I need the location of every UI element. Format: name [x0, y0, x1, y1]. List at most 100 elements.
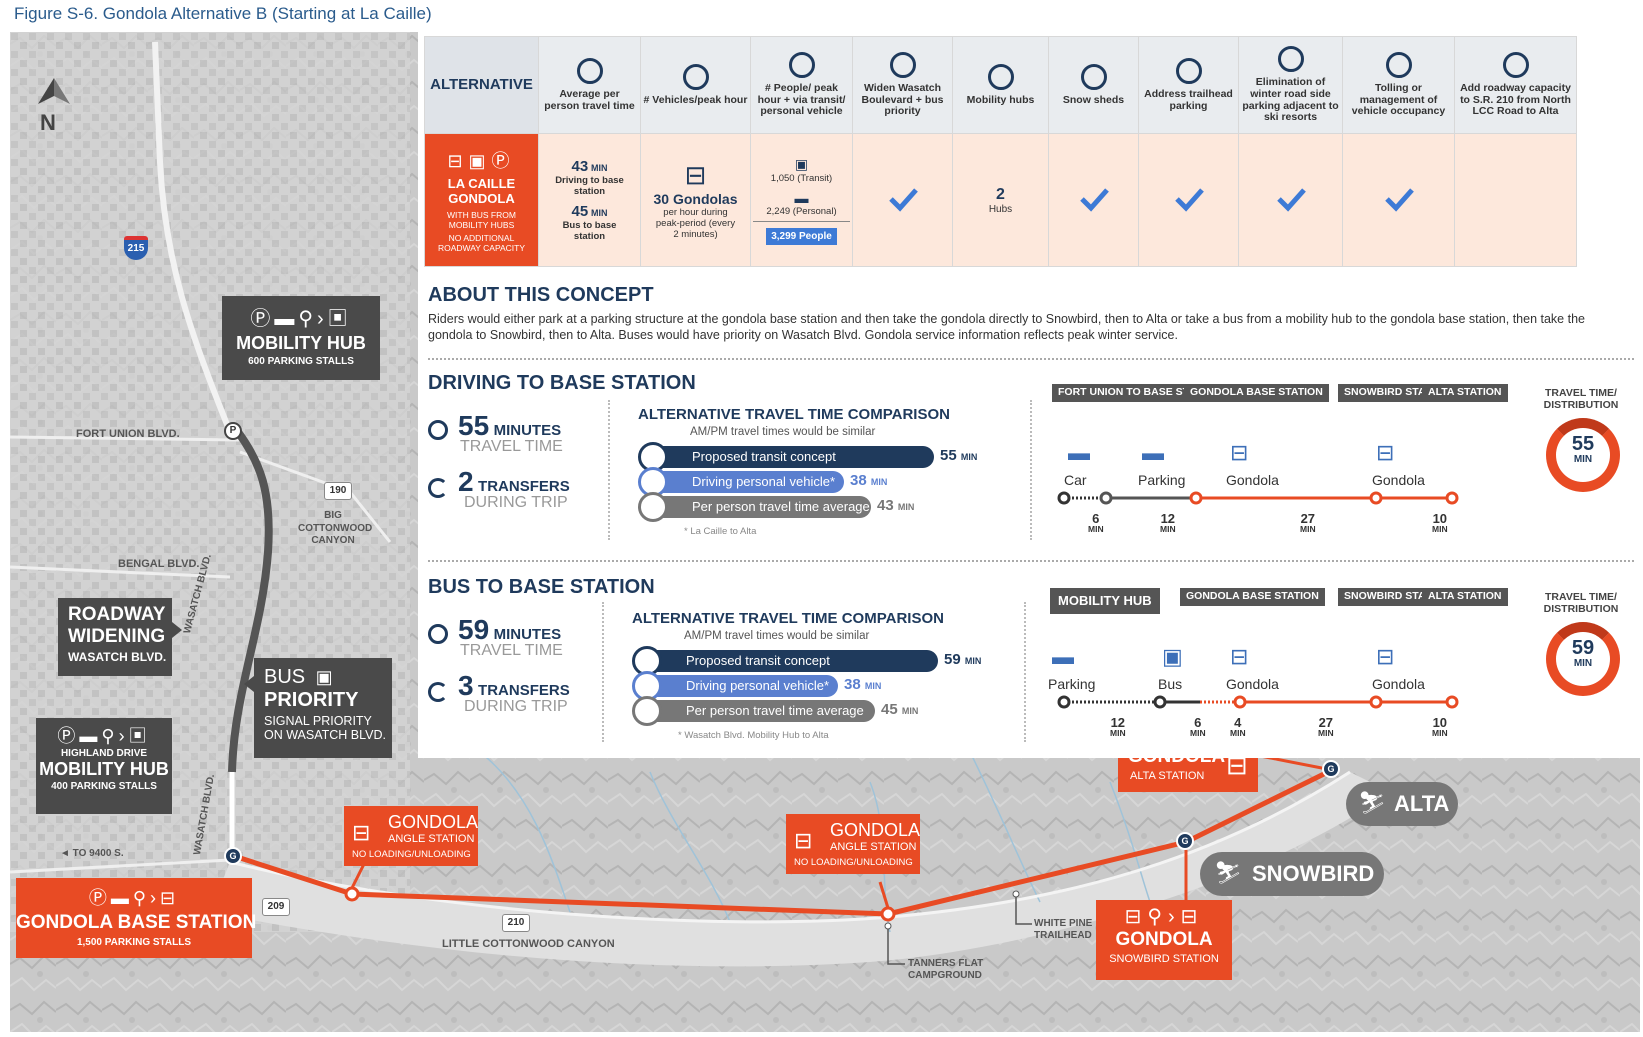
bus-heading: BUS TO BASE STATION	[428, 576, 655, 598]
parking-marker: P	[224, 422, 242, 440]
bus-icon: ▣	[128, 726, 151, 746]
pie-icon	[638, 492, 668, 522]
hubs-label: Hubs	[988, 203, 1013, 215]
comparison-bar-unit: MIN	[960, 452, 978, 462]
segment-time: 4 MIN	[1230, 716, 1246, 738]
driving-transfers-unit: TRANSFERS	[478, 478, 570, 495]
mobility-hub-title: MOBILITY HUB	[236, 333, 366, 353]
snowbird-label: SNOWBIRD	[1252, 861, 1375, 886]
parking-marker-label: P	[229, 425, 237, 436]
driving-minutes-stat: 55 MINUTES TRAVEL TIME	[458, 410, 563, 456]
comparison-bar-num: 38	[850, 472, 867, 489]
bus-icon: ▣	[315, 667, 333, 687]
segment-unit: MIN	[1432, 728, 1448, 738]
divider-2	[428, 560, 1634, 562]
comparison-bar: Driving personal vehicle*	[638, 675, 838, 697]
segment-num: 27	[1300, 511, 1316, 526]
segment-time: 6 MIN	[1190, 716, 1206, 738]
parking-icon: Ⓟ	[491, 150, 516, 171]
bus-priority-callout: BUS ▣ PRIORITY SIGNAL PRIORITY ON WASATC…	[254, 658, 392, 758]
segment-time: 10 MIN	[1432, 716, 1448, 738]
comparison-bar-num: 43	[877, 497, 894, 514]
segment-num: 27	[1318, 715, 1334, 730]
widen-check-cell	[852, 133, 953, 267]
distribution-unit: MIN	[1573, 658, 1593, 669]
angle-station-2-callout: ⊟ GONDOLA ANGLE STATION NO LOADING/UNLOA…	[786, 814, 920, 874]
table-header-label: Tolling or management of vehicle occupan…	[1351, 82, 1446, 118]
table-header-3: # People/ peak hour + via transit/ perso…	[750, 36, 853, 134]
comparison-bar-unit: MIN	[964, 656, 982, 666]
bus-minutes-unit: MINUTES	[493, 626, 562, 643]
route-209-label: 209	[267, 901, 285, 912]
route-210-shield: 210	[502, 914, 530, 932]
check-icon	[888, 187, 918, 212]
table-header-5: Mobility hubs	[952, 36, 1049, 134]
segment-unit: MIN	[1160, 524, 1176, 534]
table-header-label: Average per person travel time	[544, 87, 635, 112]
mode-label: Bus	[1158, 676, 1183, 692]
walk-icon: ⚲	[1147, 906, 1168, 928]
table-header-1: Average per person travel time	[538, 36, 641, 134]
clock-icon	[576, 57, 603, 84]
comparison-bar-value: 55 MIN	[940, 447, 977, 464]
segment-unit: MIN	[1318, 728, 1334, 738]
bus-minutes-sub: TRAVEL TIME	[460, 642, 563, 659]
comparison-bar-value: 45 MIN	[881, 701, 918, 718]
angle-station-2-s2: NO LOADING/UNLOADING	[794, 857, 913, 868]
base-station-icons: Ⓟ▬⚲›⊟	[16, 884, 252, 910]
highland-hub-pre: HIGHLAND DRIVE	[60, 748, 148, 759]
bus-transfers-sub: DURING TRIP	[464, 698, 568, 715]
tanners-flat-label: TANNERS FLAT CAMPGROUND	[908, 958, 984, 981]
mode-label: Parking	[1138, 472, 1186, 488]
bus-priority-pointer	[244, 676, 254, 692]
base-station-sub: 1,500 PARKING STALLS	[76, 937, 192, 948]
comparison-bar-unit: MIN	[897, 502, 915, 512]
bus-transfers-stat: 3 TRANSFERS DURING TRIP	[458, 670, 570, 716]
bus-priority-t1: BUS	[264, 666, 306, 688]
segment-num: 6	[1194, 715, 1202, 730]
driving-transfers-num: 2	[458, 466, 474, 497]
check-icon	[1174, 187, 1204, 212]
people-transit: 1,050 (Transit)	[770, 172, 833, 184]
bus-footnote: * Wasatch Blvd. Mobility Hub to Alta	[678, 730, 829, 741]
tolling-icon	[1385, 52, 1412, 79]
distribution-ring: 55 MIN	[1546, 418, 1620, 492]
mobility-hub-icons: Ⓟ▬⚲›▣	[222, 302, 380, 331]
gondola-icon: ⊟	[160, 888, 180, 908]
tolling-check-cell	[1342, 133, 1455, 267]
bus-icon: ▣	[468, 150, 492, 171]
driving-transfers-stat: 2 TRANSFERS DURING TRIP	[458, 466, 570, 512]
station-box: GONDOLA BASE STATION	[1184, 384, 1329, 402]
bus-priority-s2: ON WASATCH BLVD.	[264, 728, 387, 742]
roadway-widening-t1: ROADWAY	[68, 604, 166, 625]
comparison-bar-value: 38 MIN	[844, 676, 881, 693]
gondola-icon: ⊟	[1230, 440, 1249, 465]
bus-priority-t2: PRIORITY	[264, 689, 359, 711]
bus-icon: ▣	[327, 308, 352, 330]
table-header-9: Tolling or management of vehicle occupan…	[1342, 36, 1455, 134]
parking-icon: Ⓟ	[57, 726, 80, 746]
transfer-icon	[428, 478, 448, 498]
segment-unit: MIN	[1190, 728, 1206, 738]
mobility-hub-sub: 600 PARKING STALLS	[248, 356, 354, 367]
segment-unit: MIN	[1300, 524, 1316, 534]
angle-station-2-s1: ANGLE STATION	[830, 841, 917, 853]
distribution-num: 55	[1571, 433, 1595, 455]
transfer-icon	[428, 682, 448, 702]
avg-time-2-num: 45	[571, 203, 589, 220]
no-parking-icon	[1277, 46, 1304, 73]
station-box: ALTA STATION	[1422, 588, 1508, 606]
bus-icon: ▣	[1162, 644, 1183, 669]
comparison-bar-unit: MIN	[901, 706, 919, 716]
table-header-7: Address trailhead parking	[1138, 36, 1239, 134]
check-icon	[1276, 187, 1306, 212]
about-text: Riders would either park at a parking st…	[428, 312, 1585, 342]
roadside-check-cell	[1238, 133, 1343, 267]
white-pine-label: WHITE PINE TRAILHEAD	[1034, 918, 1093, 941]
comparison-bar-unit: MIN	[870, 477, 888, 487]
car-icon: ▬	[110, 888, 133, 908]
bus-cmp-title: ALTERNATIVE TRAVEL TIME COMPARISON	[632, 610, 944, 627]
segment-time: 10 MIN	[1432, 512, 1448, 534]
table-row: ⊟▣Ⓟ LA CAILLE GONDOLA WITH BUS FROM MOBI…	[424, 133, 1577, 267]
people-cell: ▣ 1,050 (Transit) ▬ 2,249 (Personal) 3,2…	[750, 133, 853, 267]
